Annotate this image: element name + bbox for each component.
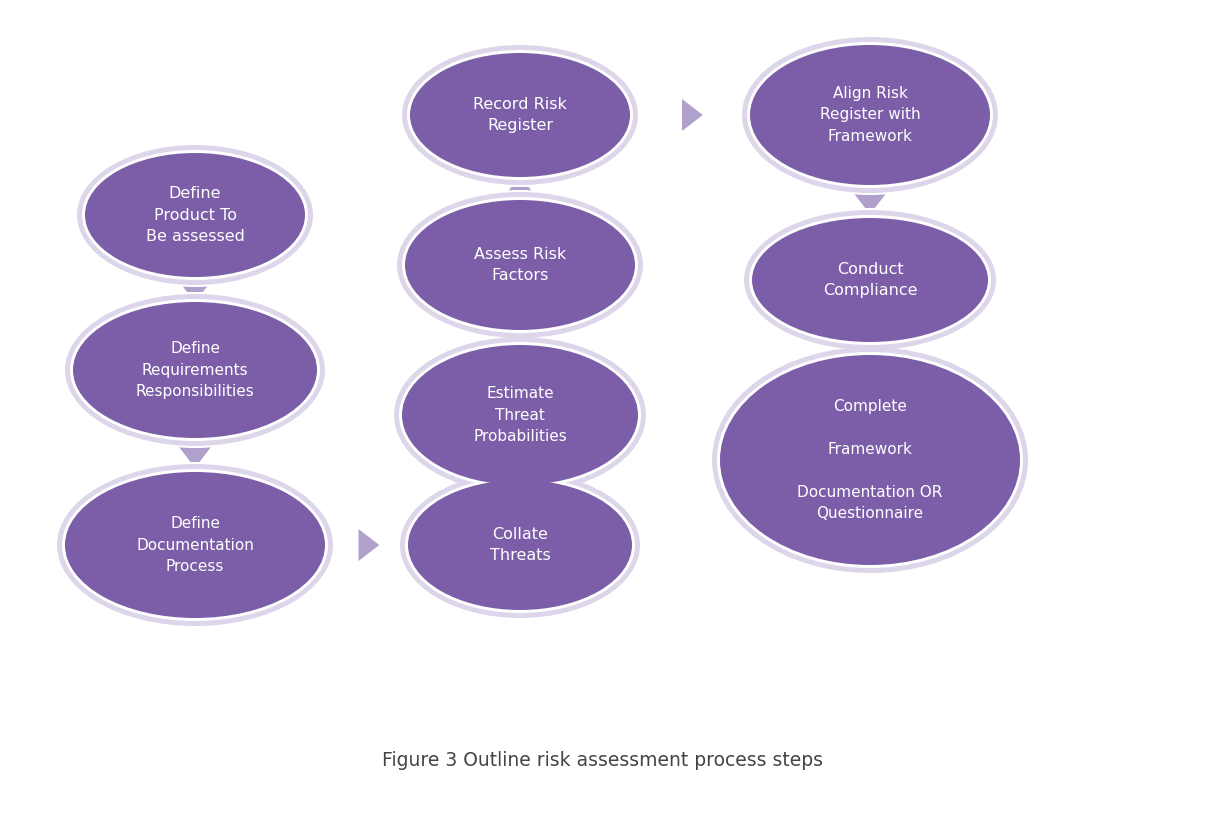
Ellipse shape [752,218,988,342]
Polygon shape [504,325,536,345]
Text: Conduct
Compliance: Conduct Compliance [823,262,917,299]
Ellipse shape [710,345,1030,575]
Ellipse shape [55,462,335,628]
Ellipse shape [63,292,327,448]
Ellipse shape [86,153,305,277]
Polygon shape [682,99,703,131]
Text: Define
Requirements
Responsibilities: Define Requirements Responsibilities [136,341,254,399]
Ellipse shape [400,43,640,187]
Ellipse shape [742,37,998,193]
Ellipse shape [408,480,631,610]
Text: Collate
Threats: Collate Threats [489,527,551,564]
Ellipse shape [82,150,308,280]
Ellipse shape [750,45,991,185]
Polygon shape [359,529,380,561]
Ellipse shape [750,215,991,345]
Ellipse shape [405,200,635,330]
Ellipse shape [405,477,635,613]
Ellipse shape [410,53,630,177]
Ellipse shape [400,472,640,618]
Ellipse shape [395,190,645,340]
Text: Record Risk
Register: Record Risk Register [474,97,566,133]
Polygon shape [504,470,536,491]
Ellipse shape [74,302,317,438]
Polygon shape [180,281,211,303]
Text: Define
Product To
Be assessed: Define Product To Be assessed [146,186,245,244]
Ellipse shape [740,35,1000,195]
Ellipse shape [402,197,637,333]
Ellipse shape [75,143,315,287]
Ellipse shape [721,355,1019,565]
Ellipse shape [57,464,333,626]
Text: Define
Documentation
Process: Define Documentation Process [136,516,254,574]
Text: Assess Risk
Factors: Assess Risk Factors [474,247,566,283]
Ellipse shape [396,192,643,338]
Ellipse shape [402,45,637,185]
Ellipse shape [61,469,328,621]
Polygon shape [854,340,886,362]
Ellipse shape [742,208,998,352]
Ellipse shape [70,299,321,441]
Polygon shape [854,194,886,214]
Ellipse shape [402,345,637,485]
Ellipse shape [717,352,1023,568]
Polygon shape [180,447,211,468]
Ellipse shape [712,347,1028,573]
Polygon shape [504,176,536,196]
Text: Align Risk
Register with
Framework: Align Risk Register with Framework [819,86,921,144]
Ellipse shape [398,470,642,620]
Text: Complete

Framework

Documentation OR
Questionnaire: Complete Framework Documentation OR Ques… [798,398,942,522]
Ellipse shape [394,337,646,493]
Ellipse shape [77,145,313,285]
Ellipse shape [407,50,633,180]
Ellipse shape [747,42,993,188]
Ellipse shape [399,342,641,488]
Ellipse shape [65,294,325,446]
Ellipse shape [743,210,997,350]
Text: Estimate
Threat
Probabilities: Estimate Threat Probabilities [474,386,566,444]
Text: Figure 3 Outline risk assessment process steps: Figure 3 Outline risk assessment process… [382,750,823,770]
Ellipse shape [65,472,325,618]
Ellipse shape [392,335,648,495]
